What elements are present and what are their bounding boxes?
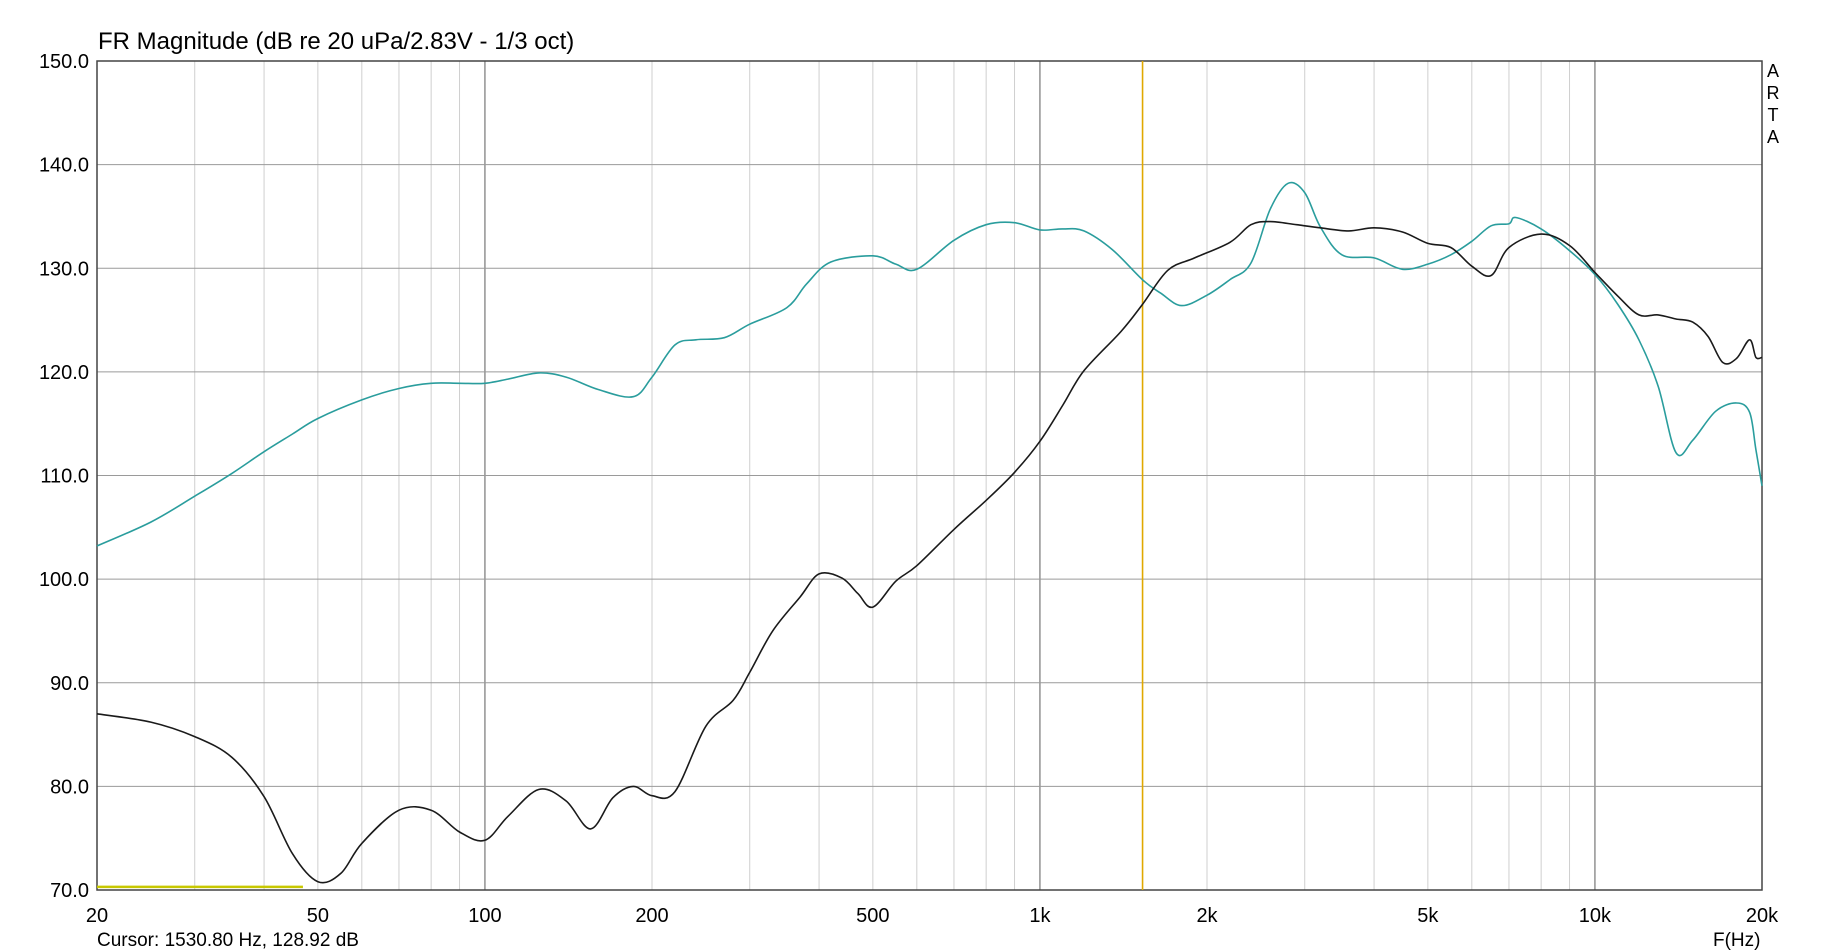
major-grid	[97, 164, 1762, 787]
x-tick-label: 100	[468, 905, 501, 927]
x-tick-label: 20	[86, 905, 108, 927]
y-axis-ticks: 70.0 80.0 90.0 100.0 110.0 120.0 130.0 140.0 150…	[39, 51, 89, 902]
y-tick-label: 70.0	[50, 880, 89, 902]
y-tick-label: 110.0	[40, 466, 89, 488]
series-line-black	[96, 220, 1763, 884]
y-tick-label: 150.0	[39, 51, 89, 73]
y-tick-label: 90.0	[50, 673, 89, 695]
y-tick-label: 100.0	[39, 569, 89, 591]
x-tick-label: 200	[635, 905, 668, 927]
x-axis-label: F(Hz)	[1713, 930, 1760, 950]
brand-letter: A	[1767, 127, 1779, 147]
x-tick-label: 20k	[1746, 905, 1779, 927]
plot-frame	[96, 60, 1763, 891]
y-tick-label: 80.0	[50, 776, 89, 798]
x-tick-label: 5k	[1417, 905, 1439, 927]
chart-title: FR Magnitude (dB re 20 uPa/2.83V - 1/3 o…	[98, 28, 574, 55]
brand-letter: R	[1767, 83, 1780, 103]
x-tick-label: 50	[307, 905, 329, 927]
brand-letter: A	[1767, 61, 1779, 81]
y-tick-label: 120.0	[39, 362, 89, 384]
marker-layer	[97, 61, 1144, 890]
brand-letter: T	[1768, 105, 1779, 125]
x-tick-label: 2k	[1196, 905, 1218, 927]
y-tick-label: 140.0	[39, 155, 89, 177]
cursor-readout: Cursor: 1530.80 Hz, 128.92 dB	[97, 930, 359, 950]
x-tick-label: 1k	[1029, 905, 1051, 927]
series-line-teal	[96, 181, 1763, 547]
x-tick-label: 10k	[1579, 905, 1612, 927]
series-layer	[96, 181, 1763, 884]
y-tick-label: 130.0	[39, 258, 89, 280]
x-tick-label: 500	[856, 905, 889, 927]
x-axis-ticks: 20 50 100 200 500 1k 2k 5k 10k 20k	[86, 905, 1779, 927]
